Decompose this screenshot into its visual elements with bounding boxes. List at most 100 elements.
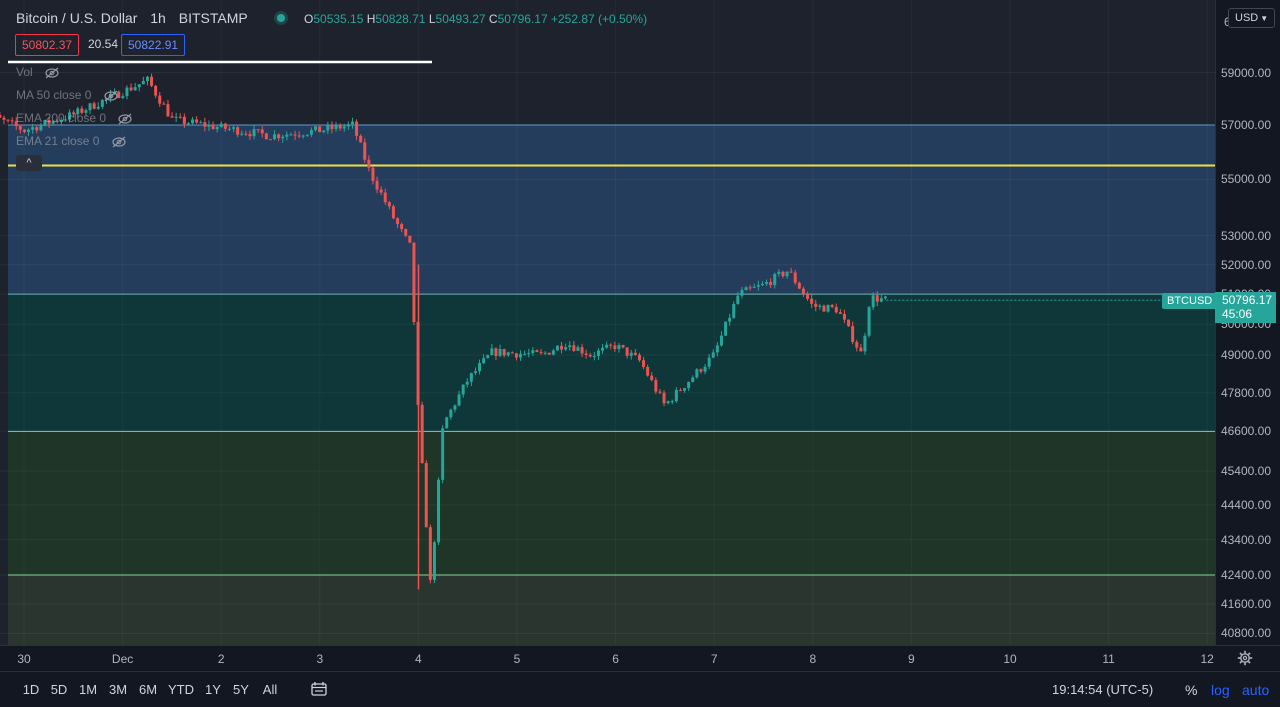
range-5y-button[interactable]: 5Y: [233, 682, 249, 697]
candle-body: [576, 347, 580, 351]
candle-body: [801, 288, 805, 295]
candle-body: [268, 139, 272, 141]
eye-hidden-icon[interactable]: [111, 136, 127, 148]
candle-body: [658, 391, 662, 393]
symbol-title[interactable]: Bitcoin / U.S. Dollar: [16, 10, 138, 26]
time-tick: 8: [809, 652, 817, 666]
candle-body: [687, 381, 691, 389]
candle-body: [535, 350, 539, 352]
time-axis[interactable]: 30 Dec 2 3 4 5 6 7 8 9 10 11 12: [0, 645, 1280, 671]
candle-body: [125, 87, 129, 97]
candle-body: [166, 104, 170, 117]
candle-body: [0, 115, 2, 118]
price-tick: 40800.00: [1220, 626, 1271, 641]
chevron-down-icon: ▼: [1260, 14, 1269, 23]
candle-body: [162, 103, 166, 105]
low-value: 50493.27: [435, 12, 486, 26]
clock-readout[interactable]: 19:14:54 (UTC-5): [1052, 682, 1154, 697]
candle-body: [178, 116, 182, 118]
candle-body: [469, 373, 473, 382]
range-1m-button[interactable]: 1M: [78, 682, 98, 697]
percent-scale-toggle[interactable]: %: [1185, 682, 1198, 698]
candle-body: [478, 363, 482, 372]
candle-body: [227, 128, 231, 130]
range-3m-button[interactable]: 3M: [108, 682, 128, 697]
candle-body: [244, 133, 248, 135]
candle-body: [400, 224, 404, 230]
candle-body: [420, 404, 424, 464]
collapse-legend-button[interactable]: ^: [16, 155, 42, 171]
close-value: 50796.17: [497, 12, 548, 26]
eye-hidden-icon[interactable]: [117, 113, 133, 125]
candle-body: [543, 352, 547, 354]
symbol-legend[interactable]: Bitcoin / U.S. Dollar 1h BITSTAMP: [16, 10, 248, 26]
range-ytd-button[interactable]: YTD: [168, 682, 194, 697]
candle-body: [777, 271, 781, 274]
candle-body: [170, 116, 174, 118]
candle-body: [740, 290, 744, 296]
range-all-button[interactable]: All: [262, 682, 278, 697]
indicator-row-ema200[interactable]: EMA 200 close 0: [16, 111, 133, 125]
date-range-icon[interactable]: [310, 681, 328, 697]
candle-body: [301, 135, 305, 137]
candle-body: [650, 375, 654, 381]
candle-body: [252, 129, 256, 137]
indicator-row-ma50[interactable]: MA 50 close 0: [16, 88, 119, 102]
candle-body: [847, 319, 851, 327]
candle-body: [621, 344, 625, 348]
candle-body: [137, 84, 141, 88]
candle-body: [72, 112, 76, 115]
range-5d-button[interactable]: 5D: [50, 682, 68, 697]
log-scale-toggle[interactable]: log: [1211, 682, 1230, 698]
candle-body: [498, 348, 502, 356]
candle-body: [96, 106, 100, 109]
price-chart-svg[interactable]: [0, 0, 1215, 645]
candle-body: [629, 352, 633, 356]
price-tick: 55000.00: [1220, 172, 1271, 187]
candle-body: [519, 353, 523, 358]
candle-body: [404, 229, 408, 236]
candle-body: [760, 283, 764, 286]
candle-body: [863, 335, 867, 352]
candle-body: [830, 304, 834, 308]
candle-body: [129, 87, 133, 91]
auto-scale-toggle[interactable]: auto: [1242, 682, 1270, 698]
candle-body: [346, 124, 350, 127]
eye-hidden-icon[interactable]: [103, 90, 119, 102]
candle-body: [186, 123, 190, 125]
gear-icon[interactable]: [1237, 650, 1253, 666]
candle-body: [232, 127, 236, 129]
time-tick: 2: [217, 652, 225, 666]
candle-body: [199, 122, 203, 124]
candle-body: [584, 353, 588, 355]
candle-body: [203, 122, 207, 127]
time-tick: 7: [710, 652, 718, 666]
range-1y-button[interactable]: 1Y: [205, 682, 221, 697]
candle-body: [728, 317, 732, 322]
candle-body: [84, 110, 88, 113]
candle-body: [248, 134, 252, 137]
price-tick-partial: 6: [1224, 15, 1231, 29]
eye-hidden-icon[interactable]: [44, 67, 60, 79]
candle-body: [883, 296, 887, 299]
candle-body: [814, 303, 818, 307]
candle-body: [305, 134, 309, 136]
candle-body: [240, 133, 244, 135]
candle-body: [773, 273, 777, 286]
currency-button[interactable]: USD ▼: [1228, 8, 1276, 28]
buy-button[interactable]: 50822.91: [121, 34, 186, 56]
chevron-up-icon: ^: [26, 157, 32, 169]
interval-label[interactable]: 1h: [150, 10, 166, 26]
candle-body: [47, 119, 51, 124]
chart-pane[interactable]: Bitcoin / U.S. Dollar 1h BITSTAMP O50535…: [0, 0, 1215, 645]
price-tick: 44400.00: [1220, 497, 1271, 512]
candle-body: [445, 417, 449, 429]
range-6m-button[interactable]: 6M: [138, 682, 158, 697]
indicator-row-ema21[interactable]: EMA 21 close 0: [16, 134, 127, 148]
sell-button[interactable]: 50802.37: [15, 34, 80, 56]
indicator-row-vol[interactable]: Vol: [16, 65, 60, 79]
candle-body: [756, 285, 760, 287]
candle-body: [150, 76, 154, 86]
candle-body: [494, 348, 498, 356]
range-1d-button[interactable]: 1D: [22, 682, 40, 697]
